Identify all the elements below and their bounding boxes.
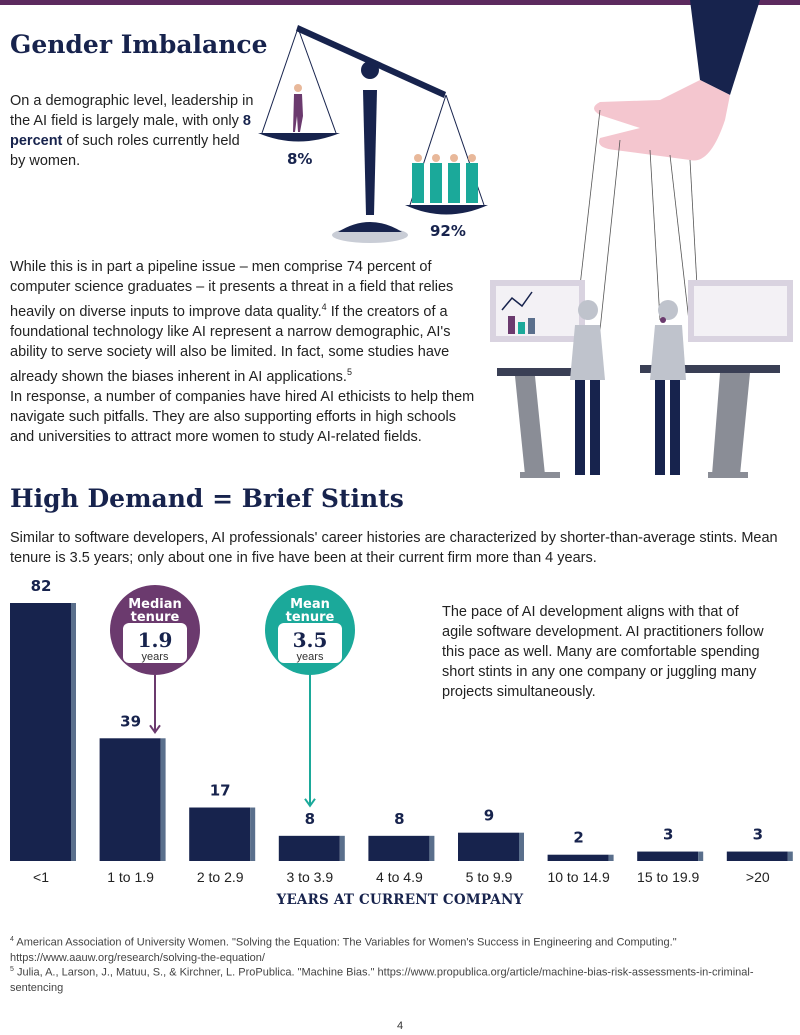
category-label: <1 — [33, 869, 49, 885]
woman-figure — [293, 84, 303, 132]
bar-value-label: 8 — [305, 810, 315, 828]
x-axis-title: YEARS AT CURRENT COMPANY — [276, 892, 524, 908]
robots-at-desks-illustration — [490, 280, 793, 478]
page-number: 4 — [396, 1020, 404, 1032]
top-accent-bar — [0, 0, 800, 5]
bar-side-0 — [71, 603, 76, 861]
category-label: 15 to 19.9 — [637, 869, 699, 885]
high-demand-heading: High Demand = Brief Stints — [10, 484, 404, 513]
agile-pace-text: The pace of AI development aligns with t… — [442, 604, 764, 700]
bar-side-2 — [250, 807, 256, 861]
category-label: 4 to 4.9 — [376, 869, 423, 885]
bar-side-6 — [608, 854, 614, 861]
gender-body-text: While this is in part a pipeline issue –… — [10, 259, 475, 445]
gender-imbalance-heading: Gender Imbalance — [10, 30, 268, 59]
bar-7 — [637, 851, 699, 861]
tenure-bubble-unit: years — [297, 651, 324, 663]
bar-8 — [726, 851, 788, 861]
bar-side-1 — [160, 738, 166, 861]
bar-side-7 — [698, 851, 704, 861]
bar-2 — [189, 807, 251, 861]
men-percent-label: 92% — [430, 222, 466, 240]
category-label: >20 — [746, 869, 770, 885]
tenure-bubble-line1: Median — [128, 597, 182, 612]
tenure-bubble-line2: tenure — [131, 610, 180, 625]
bar-4 — [368, 835, 430, 861]
tenure-bubble-inner — [123, 623, 187, 663]
bar-side-3 — [339, 835, 345, 861]
bar-value-label: 17 — [210, 782, 231, 800]
category-label: 5 to 9.9 — [466, 869, 513, 885]
bar-1 — [99, 738, 161, 861]
demand-intro-text: Similar to software developers, AI profe… — [10, 530, 778, 566]
footnote-ref-5: 5 — [346, 366, 352, 377]
women-percent-highlight: 8 percent — [10, 113, 251, 149]
tenure-bubble-value: 3.5 — [293, 628, 328, 652]
bar-value-label: 2 — [573, 829, 583, 847]
category-label: 10 to 14.9 — [547, 869, 609, 885]
bar-side-8 — [787, 851, 793, 861]
women-percent-label: 8% — [287, 150, 313, 168]
footnote-5: 5 Julia, A., Larson, J., Matuu, S., & Ki… — [10, 966, 754, 994]
bar-5 — [458, 832, 519, 861]
tenure-bubble-line2: tenure — [286, 610, 335, 625]
gender-intro-text: On a demographic level, leadership in th… — [10, 93, 254, 169]
bar-value-label: 9 — [484, 807, 494, 825]
category-label: 3 to 3.9 — [286, 869, 333, 885]
bar-side-5 — [519, 832, 524, 861]
tenure-bubble-0 — [110, 585, 200, 675]
tenure-bubble-line1: Mean — [290, 597, 330, 612]
tenure-bubble-inner — [278, 623, 342, 663]
men-figures — [412, 154, 478, 203]
footnote-ref-4: 4 — [321, 302, 327, 312]
puppeteer-hand-illustration — [574, 0, 760, 341]
bar-6 — [547, 854, 609, 861]
bar-value-label: 3 — [753, 826, 763, 844]
tenure-bubble-1 — [265, 585, 355, 675]
balance-scale-illustration — [258, 25, 488, 243]
bar-0 — [10, 603, 71, 861]
bar-3 — [278, 835, 340, 861]
tenure-bubble-unit: years — [142, 651, 169, 663]
tenure-arrow-head — [304, 798, 316, 808]
tenure-bubble-value: 1.9 — [138, 628, 173, 652]
bar-value-label: 3 — [663, 826, 673, 844]
category-label: 2 to 2.9 — [197, 869, 244, 885]
bar-side-4 — [429, 835, 435, 861]
bar-value-label: 39 — [120, 712, 141, 730]
tenure-arrow-head — [149, 724, 161, 735]
footnote-4: 4 American Association of University Wom… — [10, 936, 677, 964]
bar-value-label: 82 — [31, 577, 52, 595]
category-label: 1 to 1.9 — [107, 869, 154, 885]
bar-value-label: 8 — [394, 810, 404, 828]
